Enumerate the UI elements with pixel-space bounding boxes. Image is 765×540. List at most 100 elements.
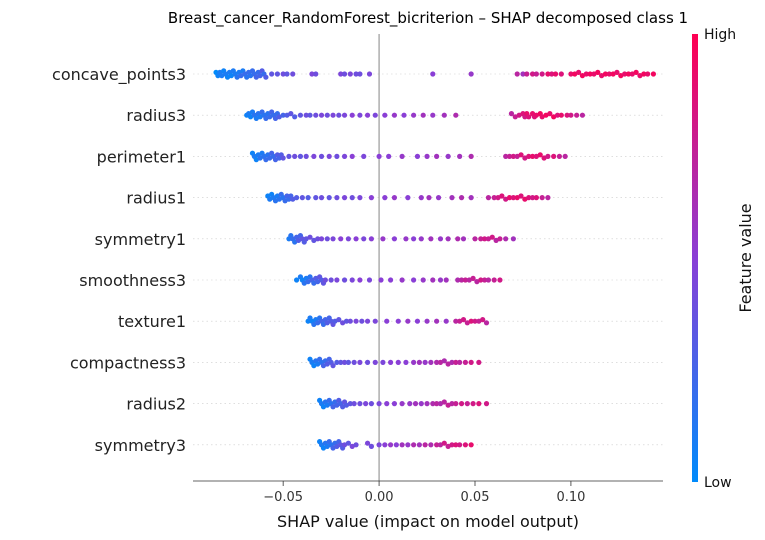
shap-point — [364, 359, 371, 365]
shap-point — [297, 112, 304, 118]
shap-point — [539, 195, 545, 201]
chart-title: Breast_cancer_RandomForest_bicriterion –… — [168, 9, 688, 28]
shap-point — [341, 277, 348, 283]
shap-point — [545, 71, 551, 77]
shap-point — [526, 195, 532, 201]
shap-point — [533, 195, 539, 201]
shap-point — [288, 111, 294, 117]
colorbar-title: Feature value — [736, 203, 755, 312]
shap-point — [435, 195, 442, 201]
shap-point — [378, 277, 384, 283]
shap-point — [437, 236, 444, 242]
shap-point — [338, 71, 344, 77]
shap-point — [347, 401, 353, 407]
shap-point — [481, 236, 488, 242]
shap-point — [309, 71, 315, 77]
shap-point — [614, 69, 620, 75]
shap-point — [411, 359, 417, 365]
shap-point — [318, 195, 325, 201]
shap-point — [497, 277, 503, 283]
shap-point — [551, 153, 557, 159]
shap-point — [293, 277, 300, 283]
shap-point — [347, 71, 353, 77]
shap-point — [357, 277, 363, 283]
shap-point — [529, 153, 536, 159]
shap-points — [213, 68, 657, 451]
shap-point — [411, 442, 417, 448]
shap-point — [430, 112, 436, 118]
shap-point — [353, 236, 359, 242]
shap-point — [303, 112, 309, 118]
shap-point — [445, 236, 451, 242]
shap-point — [395, 359, 401, 365]
shap-point — [341, 359, 348, 365]
shap-point — [622, 71, 628, 77]
shap-point — [307, 112, 313, 118]
shap-point — [464, 401, 470, 407]
shap-point — [625, 71, 632, 77]
shap-point — [552, 71, 559, 77]
shap-point — [562, 153, 568, 159]
shap-point — [345, 236, 351, 242]
shap-point — [422, 359, 428, 365]
shap-point — [330, 112, 336, 118]
shap-point — [328, 277, 334, 283]
shap-point — [361, 153, 367, 159]
shap-point — [405, 318, 411, 324]
shap-point — [324, 112, 330, 118]
feature-labels: concave_points3 radius3 perimeter1 radius1 s… — [52, 65, 186, 455]
shap-point — [330, 236, 336, 242]
shap-point — [391, 401, 398, 407]
shap-point — [334, 277, 340, 283]
shap-point — [382, 195, 388, 201]
shap-point — [280, 71, 286, 77]
shap-point — [341, 153, 348, 159]
shap-point — [420, 277, 426, 283]
x-tick-label: −0.05 — [263, 490, 303, 505]
shap-point — [556, 153, 563, 159]
shap-point — [364, 112, 371, 118]
shap-point — [460, 236, 467, 242]
shap-point — [341, 112, 348, 118]
shap-point — [524, 71, 530, 77]
shap-point — [334, 359, 340, 365]
shap-point — [434, 442, 440, 448]
shap-point — [468, 71, 474, 77]
feature-label: radius2 — [126, 395, 186, 414]
shap-point — [443, 277, 449, 283]
shap-point — [453, 318, 459, 324]
shap-point — [506, 195, 513, 201]
shap-point — [395, 318, 401, 324]
shap-point — [349, 277, 355, 283]
shap-point — [372, 112, 378, 118]
shap-point — [449, 195, 455, 201]
colorbar — [692, 34, 698, 482]
shap-point — [293, 195, 300, 201]
shap-point — [575, 69, 582, 75]
shap-point — [361, 236, 367, 242]
shap-point — [510, 236, 516, 242]
shap-point — [453, 401, 459, 407]
shap-point — [547, 111, 553, 117]
shap-point — [338, 359, 344, 365]
feature-label: smoothness3 — [79, 271, 186, 290]
shap-point — [529, 195, 536, 201]
shap-point — [468, 153, 474, 159]
shap-point — [529, 71, 536, 77]
shap-point — [545, 153, 551, 159]
shap-point — [434, 318, 440, 324]
shap-point — [347, 318, 353, 324]
shap-point — [414, 318, 421, 324]
shap-point — [403, 236, 409, 242]
shap-point — [399, 442, 405, 448]
feature-label: compactness3 — [70, 353, 186, 372]
shap-point — [457, 153, 463, 159]
shap-point — [418, 195, 424, 201]
shap-point — [357, 401, 363, 407]
shap-point — [412, 401, 419, 407]
shap-point — [311, 153, 317, 159]
shap-point — [363, 401, 369, 407]
shap-point — [284, 71, 290, 77]
shap-point — [290, 71, 296, 77]
shap-point — [368, 195, 375, 201]
